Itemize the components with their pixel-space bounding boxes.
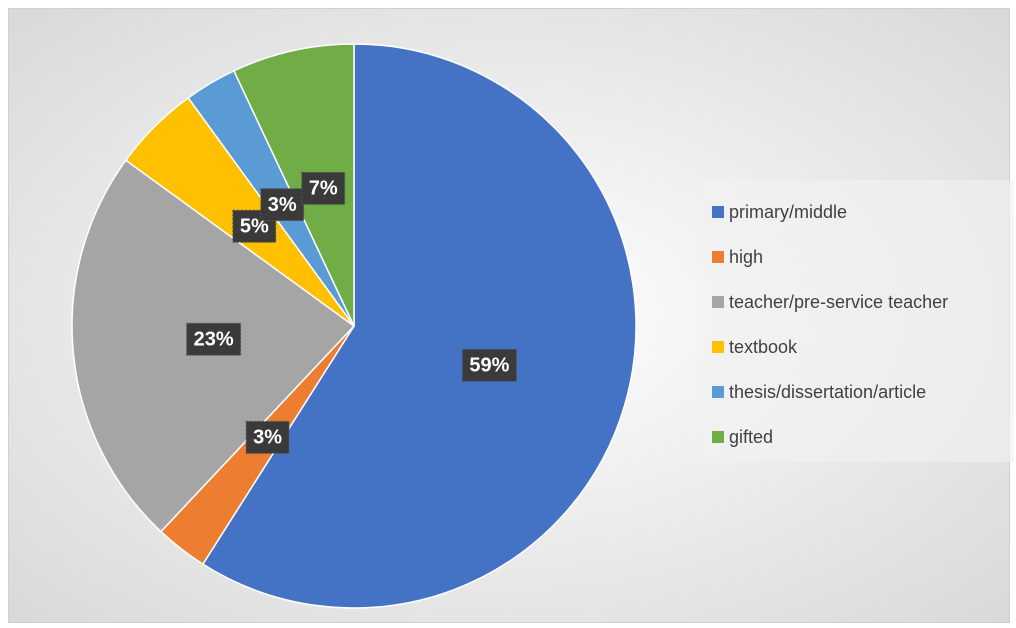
legend-label: thesis/dissertation/article (729, 382, 926, 402)
data-label-box (186, 322, 242, 356)
legend: primary/middle high teacher/pre-service te… (712, 202, 948, 447)
data-label: 7% (301, 171, 346, 205)
slices (71, 43, 637, 609)
data-label: 59% (461, 348, 517, 382)
data-label-box (301, 171, 346, 205)
legend-swatch (712, 296, 724, 308)
legend-swatch (712, 251, 724, 263)
legend-label: primary/middle (729, 202, 847, 222)
legend-swatch (712, 386, 724, 398)
legend-swatch (712, 341, 724, 353)
legend-label: teacher/pre-service teacher (729, 292, 948, 312)
legend-swatch (712, 206, 724, 218)
data-label-text: 7% (309, 178, 338, 200)
data-label-text: 23% (194, 329, 234, 351)
pie-slice (232, 43, 355, 327)
data-label: 3% (245, 420, 290, 454)
data-labels: 59%3%23%5%3%7% (186, 171, 517, 454)
legend-label: gifted (729, 427, 773, 447)
data-label-text: 3% (253, 427, 282, 449)
data-label-text: 3% (268, 194, 297, 216)
legend-swatch (712, 431, 724, 443)
data-label-text: 59% (469, 355, 509, 377)
data-label-box (461, 348, 517, 382)
data-label-box (260, 188, 305, 222)
data-label-box (245, 420, 290, 454)
legend-box (698, 180, 1014, 462)
legend-label: high (729, 247, 763, 267)
pie-slice (201, 43, 637, 609)
data-label: 23% (186, 322, 242, 356)
legend-label: textbook (729, 337, 798, 357)
data-label: 3% (260, 188, 305, 222)
